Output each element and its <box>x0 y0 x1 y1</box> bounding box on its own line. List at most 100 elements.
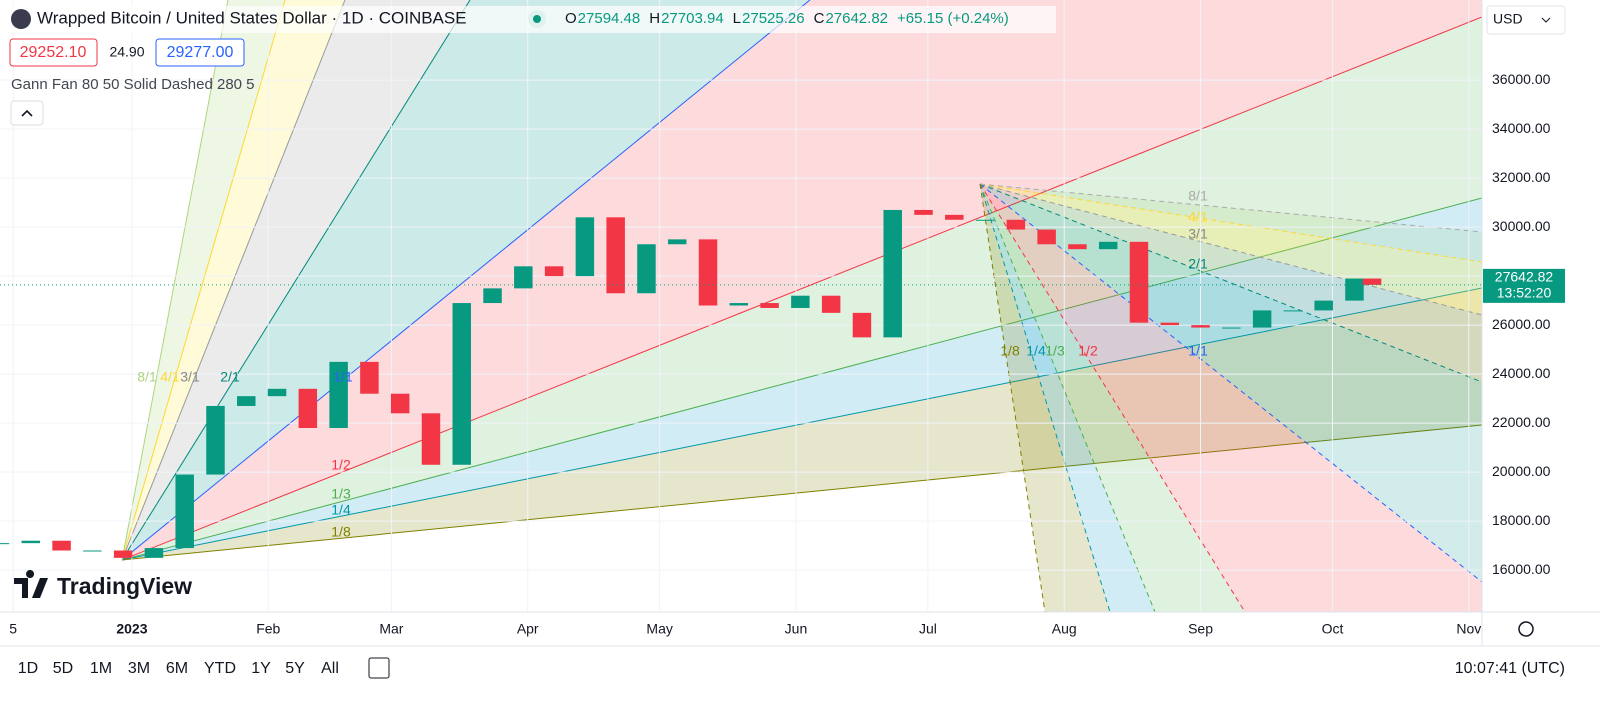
x-tick-label: Mar <box>379 621 403 637</box>
countdown: 13:52:20 <box>1497 285 1552 301</box>
candle <box>791 295 810 308</box>
buy-button[interactable] <box>155 38 245 67</box>
y-tick-label: 26000.00 <box>1492 316 1551 332</box>
candle <box>237 396 256 406</box>
candle <box>575 217 595 277</box>
settings-icon[interactable] <box>1518 621 1534 637</box>
candle <box>698 239 718 306</box>
buy-price[interactable]: 29277.00 <box>167 44 234 61</box>
candle <box>637 244 656 294</box>
candles <box>0 209 1382 558</box>
candle <box>267 388 287 397</box>
indicator: Gann Fan 80 50 Solid Dashed 280 5 <box>11 76 255 93</box>
candle <box>1129 241 1149 323</box>
candle <box>852 312 872 338</box>
range-button[interactable]: 5D <box>53 660 73 677</box>
fan-label: 2/1 <box>220 369 240 385</box>
candle <box>483 288 502 304</box>
candle <box>1160 322 1180 326</box>
sell-button[interactable] <box>9 38 98 67</box>
y-tick-label: 34000.00 <box>1492 120 1551 136</box>
ohlc-value: 27703.94 <box>661 10 724 27</box>
date-range-icon[interactable] <box>368 657 390 679</box>
range-button[interactable]: 6M <box>166 660 188 677</box>
candle <box>421 413 441 465</box>
candle <box>1314 300 1333 311</box>
ohlc-label: C <box>814 10 825 27</box>
candle <box>1283 310 1303 312</box>
candle <box>1037 229 1056 245</box>
sell-price[interactable]: 29252.10 <box>20 44 87 61</box>
ohlc-label: L <box>733 10 741 27</box>
status-dot <box>533 15 541 23</box>
last-price-box <box>1483 268 1565 303</box>
range-button[interactable]: 1M <box>90 660 112 677</box>
x-tick-label: 5 <box>9 621 17 637</box>
x-tick-label: Oct <box>1322 621 1344 637</box>
range-button[interactable]: 5Y <box>285 660 305 677</box>
candle <box>329 361 348 429</box>
candle <box>514 266 533 289</box>
y-tick-label: 24000.00 <box>1492 365 1551 381</box>
ohlc-value: 27642.82 <box>825 10 888 27</box>
x-tick-label: Nov <box>1456 621 1481 637</box>
candle <box>1362 278 1382 285</box>
ohlc-label: O <box>565 10 577 27</box>
candle <box>883 209 902 338</box>
candle <box>606 217 625 294</box>
fan-label: 1/2 <box>331 457 351 473</box>
y-tick-label: 32000.00 <box>1492 169 1551 185</box>
x-tick-label: Apr <box>517 621 539 637</box>
range-button[interactable]: 1Y <box>251 660 271 677</box>
range-button[interactable]: 3M <box>128 660 150 677</box>
range-button[interactable]: All <box>321 660 339 677</box>
y-tick-label: 22000.00 <box>1492 414 1551 430</box>
candle <box>21 540 41 544</box>
range-button[interactable]: YTD <box>204 660 236 677</box>
x-tick-label: 2023 <box>116 621 147 637</box>
fan-label: 1/4 <box>1026 343 1046 359</box>
candle <box>360 361 379 394</box>
ohlc-value: 27525.26 <box>742 10 805 27</box>
fan-label: 8/1 <box>1188 188 1208 204</box>
candle <box>1345 278 1364 301</box>
candle <box>945 214 964 220</box>
candle <box>1006 219 1026 230</box>
y-tick-label: 36000.00 <box>1492 71 1551 87</box>
collapse-button[interactable] <box>10 100 44 126</box>
candle <box>52 540 71 551</box>
candle <box>667 239 687 245</box>
fan-label: 4/1 <box>1188 209 1208 225</box>
clock: 10:07:41 (UTC) <box>1455 660 1565 677</box>
candle <box>760 303 779 308</box>
candle <box>175 474 194 549</box>
currency[interactable]: USD <box>1493 11 1523 27</box>
symbol: Wrapped Bitcoin / United States Dollar ·… <box>37 8 467 27</box>
candle <box>821 295 841 313</box>
x-tick-label: Aug <box>1052 621 1077 637</box>
x-tick-label: Jul <box>919 621 937 637</box>
candle <box>1191 325 1210 328</box>
fan-label: 4/1 <box>160 369 180 385</box>
candle <box>0 543 10 545</box>
fan-label: 1/1 <box>333 369 353 385</box>
candle <box>113 550 133 558</box>
candle <box>390 393 410 414</box>
fan-label: 1/2 <box>1078 343 1098 359</box>
range-button[interactable]: 1D <box>18 660 38 677</box>
candle <box>914 209 933 215</box>
fan-label: 3/1 <box>1188 226 1208 242</box>
candle <box>452 303 471 465</box>
fan-label: 2/1 <box>1188 256 1208 272</box>
candle <box>144 548 164 558</box>
candle <box>975 219 995 221</box>
fan-label: 1/4 <box>331 502 351 518</box>
fan-label: 1/3 <box>1045 343 1065 359</box>
currency-button[interactable] <box>1486 5 1566 35</box>
legend-bg <box>0 6 1056 33</box>
candle <box>729 303 749 306</box>
fan-labels: 8/1 4/1 3/1 2/1 1/11/21/31/41/88/14/13/12/11… <box>137 188 1208 540</box>
candle <box>1252 310 1272 328</box>
candle <box>1068 244 1087 250</box>
